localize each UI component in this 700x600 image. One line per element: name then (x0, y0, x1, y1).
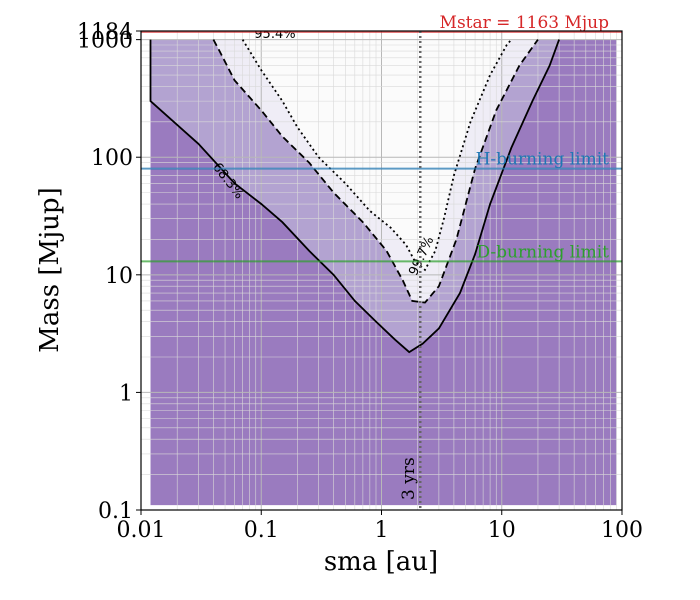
contour-line-3 (241, 39, 512, 272)
reference-lines: Mstar = 1163 Mjup H-burning limit D-burnin… (141, 13, 622, 510)
x-axis-label: sma [au] (324, 547, 438, 577)
reference-label-3: D-burning limit (476, 242, 609, 262)
heatmap-region-99 (242, 39, 512, 270)
y-axis-label: Mass [Mjup] (35, 187, 65, 352)
y-tick-label: 10 (105, 264, 133, 289)
y-tick-label: 1184 (77, 20, 133, 45)
reference-label-1: Mstar = 1163 Mjup (440, 13, 610, 33)
x-tick-label: 0.01 (117, 518, 166, 543)
y-tick-label: 1000 (77, 29, 133, 54)
x-tick-label: 1 (375, 518, 389, 543)
heatmap (150, 39, 617, 506)
x-tick-label: 10 (488, 518, 516, 543)
y-tick-label: 1 (119, 381, 133, 406)
contour-line-1 (149, 39, 560, 354)
grid (141, 31, 622, 510)
x-ticks: 0.01 0.1 1 10 100 (117, 510, 643, 543)
contour-label-2: 95.4% (254, 27, 295, 42)
y-tick-label: 100 (91, 146, 133, 171)
reference-label-4: 3 yrs (399, 457, 419, 500)
x-tick-label: 0.1 (244, 518, 279, 543)
reference-label-2: H-burning limit (476, 150, 610, 170)
y-tick-label: 0.1 (98, 499, 133, 524)
x-tick-label: 100 (601, 518, 643, 543)
contour-line-2 (212, 39, 539, 304)
